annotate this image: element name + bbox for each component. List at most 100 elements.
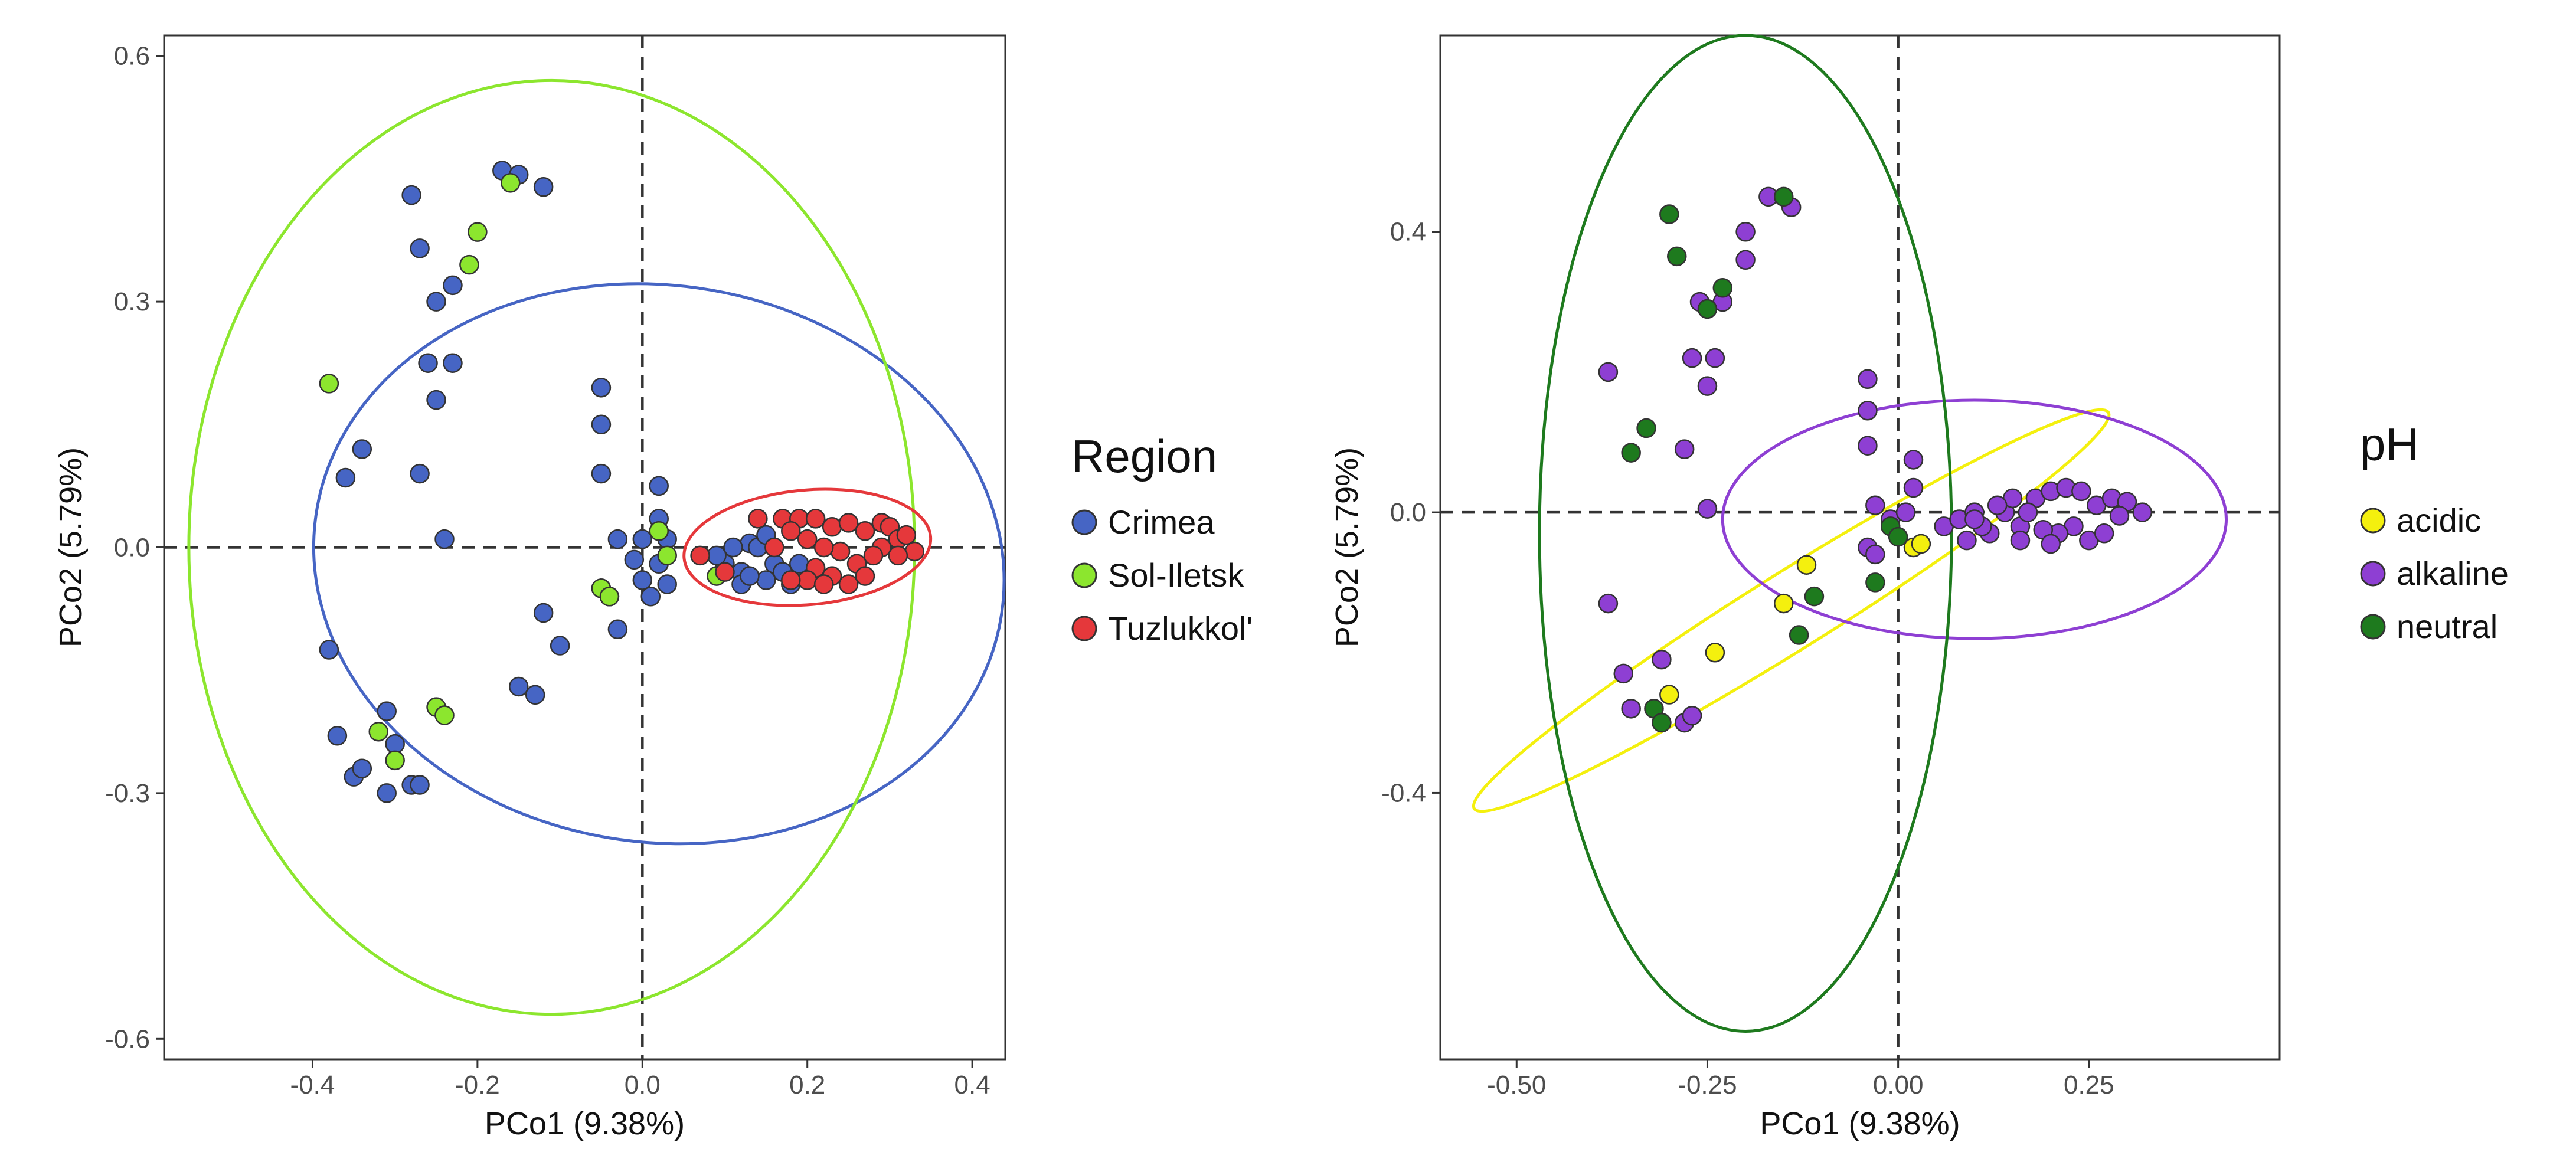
legend-key-acidic (2360, 508, 2386, 534)
point-alkaline (2010, 530, 2031, 551)
point-tuzlukkol- (764, 537, 784, 558)
point-crimea (410, 463, 430, 484)
point-crimea (434, 529, 455, 549)
x-tick-label: -0.25 (1678, 1071, 1737, 1099)
panel-right-ph: -0.50 -0.25 0.00 0.25 -0.4 0.0 0.4 PCo1 (9.38%)… (1329, 34, 2509, 1141)
ellipse-alkaline (1721, 398, 2228, 640)
point-alkaline (1903, 450, 1924, 470)
point-crimea (632, 529, 653, 549)
point-alkaline (2041, 534, 2061, 554)
x-axis-title: PCo1 (9.38%) (1760, 1106, 1960, 1141)
panel-left-region: -0.4 -0.2 0.0 0.2 0.4 -0.6 -0.3 0.0 0.3 0.6 PCo1 (… (53, 34, 1253, 1141)
point-crimea (335, 467, 356, 488)
legend-key-crimea (1071, 509, 1097, 535)
y-axis-title: PCo2 (5.79%) (1329, 447, 1365, 647)
y-tick-label: 0.4 (1390, 218, 1426, 247)
point-neutral (1789, 625, 1809, 645)
point-alkaline (1697, 499, 1718, 519)
point-alkaline (1598, 362, 1619, 382)
legend-key-tuzlukkol- (1071, 616, 1097, 641)
point-tuzlukkol- (797, 570, 818, 590)
point-alkaline (2094, 523, 2114, 544)
point-sol-iletsk (319, 374, 339, 394)
x-axis-title: PCo1 (9.38%) (485, 1106, 685, 1141)
point-alkaline (1858, 369, 1878, 390)
point-sol-iletsk (434, 705, 455, 725)
point-tuzlukkol- (838, 574, 859, 594)
point-alkaline (2018, 502, 2038, 522)
plot-frame (1439, 34, 2281, 1061)
point-tuzlukkol- (855, 566, 875, 586)
point-sol-iletsk (501, 173, 521, 193)
point-acidic (1705, 643, 1725, 663)
y-tick-label: 0.0 (1390, 498, 1426, 527)
point-alkaline (1858, 401, 1878, 421)
point-alkaline (1613, 663, 1634, 684)
point-neutral (1666, 246, 1687, 267)
y-tick-label: 0.6 (114, 42, 150, 71)
point-crimea (533, 603, 554, 623)
x-tick-label: 0.2 (789, 1071, 825, 1099)
point-alkaline (1621, 699, 1641, 719)
legend-label: Crimea (1108, 503, 1215, 541)
y-tick-label: -0.3 (105, 779, 150, 808)
point-tuzlukkol- (715, 562, 735, 582)
point-alkaline (1987, 495, 2008, 515)
legend-label: acidic (2397, 502, 2481, 539)
legend-key-neutral (2360, 614, 2386, 640)
x-tick-label: -0.50 (1487, 1071, 1546, 1099)
ellipse-acidic (1472, 408, 2111, 813)
point-crimea (377, 701, 397, 721)
point-tuzlukkol- (855, 521, 875, 541)
point-crimea (657, 574, 677, 594)
point-tuzlukkol- (904, 541, 925, 562)
point-alkaline (1858, 436, 1878, 456)
legend-label: Sol-Iletsk (1108, 557, 1244, 594)
point-crimea (426, 292, 446, 312)
y-axis-title: PCo2 (5.79%) (53, 447, 89, 647)
x-tick-label: -0.4 (290, 1071, 335, 1099)
point-tuzlukkol- (838, 513, 859, 533)
point-crimea (756, 570, 776, 590)
point-crimea (377, 783, 397, 803)
point-sol-iletsk (459, 254, 479, 275)
point-crimea (385, 734, 405, 754)
point-sol-iletsk (599, 587, 620, 607)
point-alkaline (1895, 502, 1916, 522)
point-neutral (1773, 186, 1794, 207)
point-crimea (401, 185, 421, 205)
y-tick-label: 0.0 (114, 534, 150, 562)
legend-label: Tuzlukkol' (1108, 610, 1253, 647)
point-sol-iletsk (385, 750, 405, 771)
point-crimea (443, 275, 463, 296)
legend-title: Region (1071, 430, 1217, 482)
point-neutral (1865, 572, 1885, 593)
point-alkaline (1735, 250, 1756, 270)
point-crimea (591, 463, 612, 484)
point-tuzlukkol- (813, 574, 834, 594)
ellipse-tuzlukkol- (682, 487, 933, 607)
point-crimea (550, 636, 570, 656)
point-neutral (1636, 418, 1656, 438)
point-crimea (591, 414, 612, 435)
point-neutral (1888, 526, 1908, 547)
point-alkaline (1682, 348, 1702, 368)
point-alkaline (1735, 221, 1756, 242)
point-acidic (1773, 593, 1794, 614)
point-crimea (607, 529, 628, 549)
x-tick-label: 0.4 (954, 1071, 990, 1099)
point-sol-iletsk (368, 722, 388, 742)
point-crimea (533, 177, 554, 197)
point-neutral (1804, 586, 1825, 607)
point-tuzlukkol- (888, 545, 908, 566)
point-tuzlukkol- (797, 529, 818, 549)
point-tuzlukkol- (822, 517, 842, 537)
point-crimea (327, 725, 348, 746)
point-acidic (1659, 685, 1679, 705)
y-tick-label: 0.3 (114, 287, 150, 316)
point-tuzlukkol- (805, 509, 826, 529)
point-alkaline (1957, 530, 1977, 551)
x-tick-label: 0.25 (2064, 1071, 2114, 1099)
x-tick-label: -0.2 (455, 1071, 500, 1099)
